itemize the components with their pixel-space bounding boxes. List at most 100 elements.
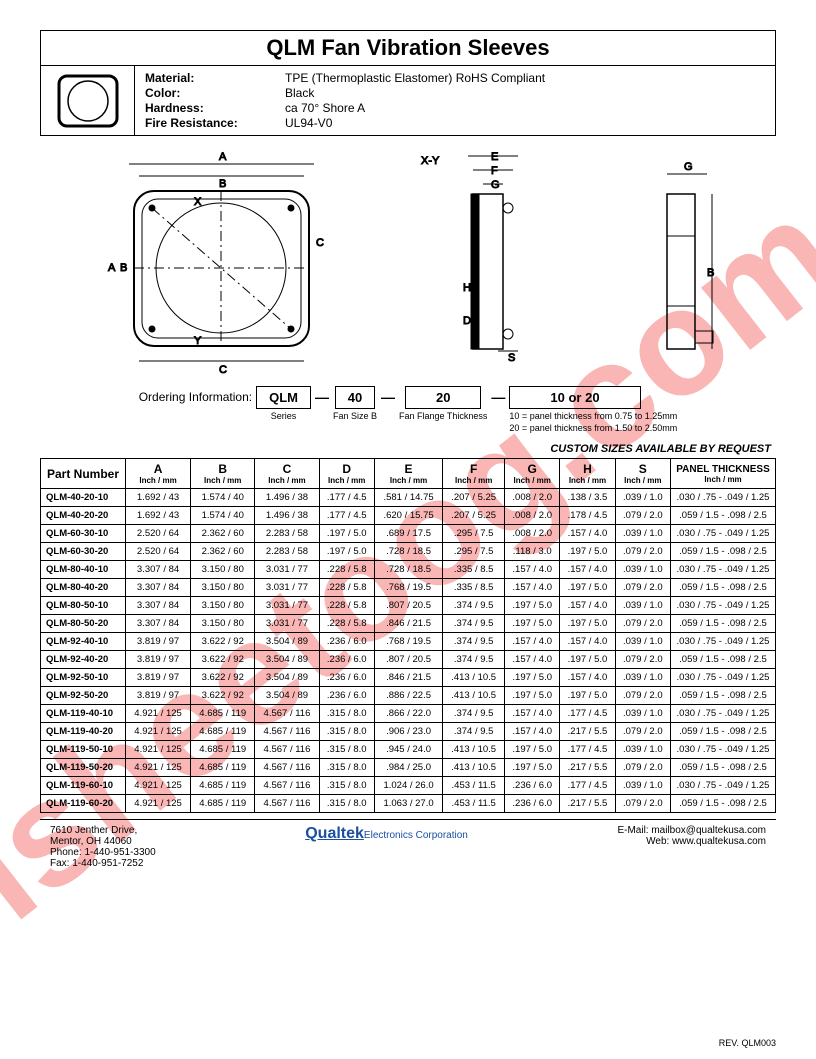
dim-cell: .453 / 11.5 [443,795,505,813]
svg-text:B: B [120,262,127,274]
part-number: QLM-119-60-10 [41,777,126,795]
th-pn: Part Number [43,467,123,481]
dim-cell: .335 / 8.5 [443,561,505,579]
dim-cell: .039 / 1.0 [615,561,670,579]
dim-cell: 1.496 / 38 [255,489,319,507]
dim-cell: .228 / 5.8 [319,579,374,597]
dim-cell: 3.622 / 92 [191,651,255,669]
th-d: D [322,462,372,476]
dim-cell: 3.622 / 92 [191,687,255,705]
table-row: QLM-119-60-204.921 / 1254.685 / 1194.567… [41,795,776,813]
dim-cell: 2.283 / 58 [255,543,319,561]
table-row: QLM-60-30-202.520 / 642.362 / 602.283 / … [41,543,776,561]
side-view-2-drawing: G B [612,146,742,376]
dim-cell: 3.504 / 89 [255,669,319,687]
ord-flange-sub: Fan Flange Thickness [399,411,487,421]
table-row: QLM-119-50-204.921 / 1254.685 / 1194.567… [41,759,776,777]
dim-cell: .197 / 5.0 [560,579,615,597]
dim-cell: 3.622 / 92 [191,633,255,651]
technical-drawings: A B X Y C A B C X-Y E F [40,136,776,381]
dim-cell: 1.692 / 43 [126,489,191,507]
dim-cell: 4.685 / 119 [191,795,255,813]
dim-cell: .008 / 2.0 [505,507,560,525]
part-number: QLM-92-40-10 [41,633,126,651]
dim-cell: 4.567 / 116 [255,741,319,759]
dim-cell: .197 / 5.0 [505,615,560,633]
dim-cell: 3.307 / 84 [126,579,191,597]
hardness-value: ca 70° Shore A [285,101,765,115]
dim-cell: .079 / 2.0 [615,759,670,777]
svg-text:H: H [463,282,471,294]
dim-cell: .315 / 8.0 [319,777,374,795]
dim-cell: 4.567 / 116 [255,777,319,795]
table-row: QLM-40-20-201.692 / 431.574 / 401.496 / … [41,507,776,525]
dim-cell: .807 / 20.5 [374,597,442,615]
dim-cell: 3.622 / 92 [191,669,255,687]
part-number: QLM-80-40-20 [41,579,126,597]
dim-cell: .157 / 4.0 [560,597,615,615]
svg-text:Y: Y [194,335,202,347]
dim-cell: .059 / 1.5 - .098 / 2.5 [671,615,776,633]
dim-cell: .197 / 5.0 [319,543,374,561]
dim-cell: .059 / 1.5 - .098 / 2.5 [671,795,776,813]
part-number: QLM-92-50-10 [41,669,126,687]
dim-cell: .157 / 4.0 [560,525,615,543]
fire-label: Fire Resistance: [145,116,285,130]
table-row: QLM-80-40-103.307 / 843.150 / 803.031 / … [41,561,776,579]
dim-cell: 3.307 / 84 [126,615,191,633]
th-g: G [507,462,557,476]
dim-cell: .413 / 10.5 [443,741,505,759]
dim-cell: .157 / 4.0 [505,705,560,723]
dim-cell: .030 / .75 - .049 / 1.25 [671,741,776,759]
part-number: QLM-119-40-20 [41,723,126,741]
dim-cell: 3.819 / 97 [126,687,191,705]
dim-cell: .207 / 5.25 [443,489,505,507]
th-a: A [128,462,188,476]
dash-3: — [491,386,505,405]
table-row: QLM-92-40-203.819 / 973.622 / 923.504 / … [41,651,776,669]
part-number: QLM-40-20-10 [41,489,126,507]
product-thumbnail [41,66,135,135]
table-row: QLM-92-40-103.819 / 973.622 / 923.504 / … [41,633,776,651]
custom-sizes-note: CUSTOM SIZES AVAILABLE BY REQUEST [40,443,776,455]
part-number: QLM-119-40-10 [41,705,126,723]
dim-cell: 4.685 / 119 [191,723,255,741]
ord-panel-sub1: 10 = panel thickness from 0.75 to 1.25mm [509,411,677,421]
dim-cell: .374 / 9.5 [443,705,505,723]
svg-text:B: B [219,178,226,190]
footer-company: QualtekElectronics Corporation [305,825,468,843]
footer-contact: E-Mail: mailbox@qualtekusa.com Web: www.… [617,825,766,847]
dim-cell: .374 / 9.5 [443,651,505,669]
dim-cell: .197 / 5.0 [505,741,560,759]
dim-cell: 3.031 / 77 [255,561,319,579]
dim-cell: .157 / 4.0 [505,579,560,597]
ord-panel: 10 or 20 [509,386,640,409]
dim-cell: 4.921 / 125 [126,795,191,813]
table-row: QLM-119-60-104.921 / 1254.685 / 1194.567… [41,777,776,795]
dim-cell: 4.685 / 119 [191,741,255,759]
dim-cell: 1.063 / 27.0 [374,795,442,813]
dim-cell: .118 / 3.0 [505,543,560,561]
dim-cell: .039 / 1.0 [615,705,670,723]
dim-cell: .157 / 4.0 [560,669,615,687]
table-row: QLM-119-40-104.921 / 1254.685 / 1194.567… [41,705,776,723]
color-value: Black [285,86,765,100]
dim-cell: .008 / 2.0 [505,525,560,543]
dim-cell: .039 / 1.0 [615,489,670,507]
dim-cell: .453 / 11.5 [443,777,505,795]
dim-cell: .197 / 5.0 [560,651,615,669]
dim-cell: 3.307 / 84 [126,597,191,615]
ord-flange: 20 [405,386,481,409]
dim-cell: .059 / 1.5 - .098 / 2.5 [671,543,776,561]
dim-cell: .886 / 22.5 [374,687,442,705]
dim-cell: 4.685 / 119 [191,705,255,723]
dim-cell: .197 / 5.0 [505,759,560,777]
dim-cell: .177 / 4.5 [560,741,615,759]
svg-text:X: X [194,196,202,208]
dim-cell: 3.150 / 80 [191,579,255,597]
ord-fansize: 40 [335,386,375,409]
dim-cell: .177 / 4.5 [319,489,374,507]
dim-cell: 3.031 / 77 [255,597,319,615]
table-header-row: Part Number AInch / mm BInch / mm CInch … [41,459,776,489]
th-h: H [562,462,612,476]
